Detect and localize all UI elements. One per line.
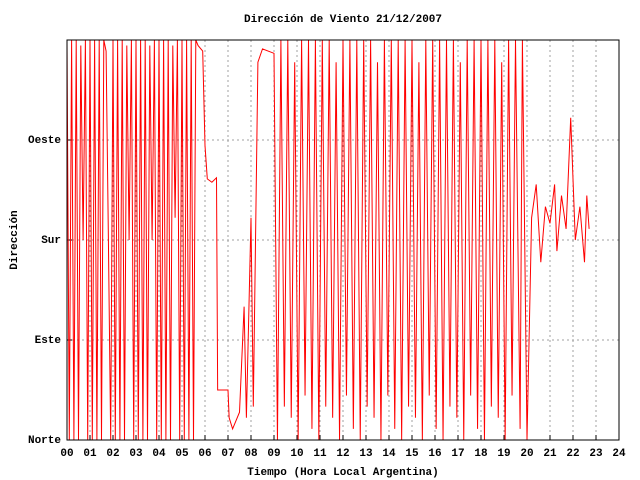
x-tick-label: 12 [336,448,349,460]
x-axis-label: Tiempo (Hora Local Argentina) [247,467,438,479]
x-tick-label: 19 [497,448,510,460]
x-tick-label: 24 [612,448,626,460]
x-tick-label: 07 [221,448,234,460]
plot-frame [66,39,620,441]
x-tick-label: 00 [60,448,73,460]
x-tick-label: 08 [244,448,258,460]
x-tick-label: 02 [106,448,119,460]
x-tick-label: 16 [428,448,441,460]
x-tick-label: 14 [382,448,396,460]
x-tick-label: 20 [520,448,533,460]
x-tick-label: 22 [566,448,579,460]
y-axis-label: Dirección [9,210,21,269]
y-tick-label: Norte [28,435,61,447]
x-tick-label: 04 [152,448,166,460]
x-tick-label: 18 [474,448,488,460]
y-tick-label: Oeste [28,135,61,147]
x-tick-label: 13 [359,448,373,460]
x-tick-label: 09 [267,448,280,460]
x-tick-label: 21 [543,448,557,460]
x-tick-label: 17 [451,448,464,460]
x-tick-label: 23 [589,448,603,460]
x-tick-label: 15 [405,448,419,460]
data-line [66,39,590,441]
x-tick-label: 01 [83,448,97,460]
x-tick-label: 10 [290,448,303,460]
x-tick-label: 05 [175,448,189,460]
y-tick-label: Este [35,335,62,347]
chart-title: Dirección de Viento 21/12/2007 [244,14,442,26]
x-tick-label: 06 [198,448,211,460]
x-tick-label: 03 [129,448,143,460]
y-tick-label: Sur [41,235,61,247]
x-tick-label: 11 [313,448,327,460]
